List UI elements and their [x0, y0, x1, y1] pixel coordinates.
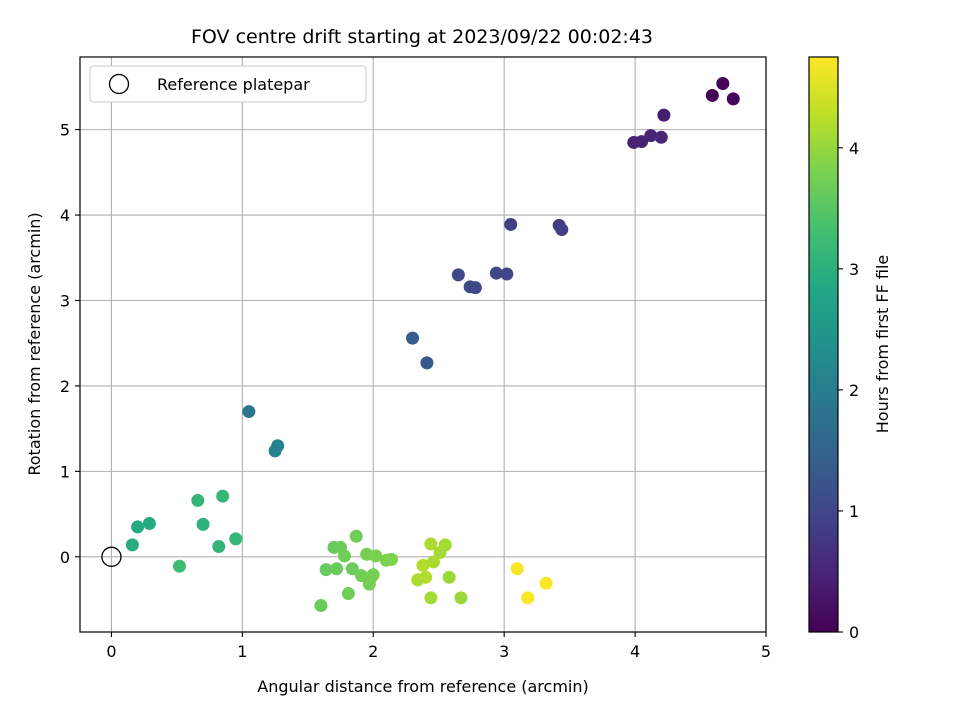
data-point	[420, 356, 434, 370]
data-point	[242, 405, 256, 419]
y-tick-label: 3	[60, 291, 70, 310]
colorbar-ticks: 0 1 2 3 4	[838, 139, 859, 642]
y-tick-label: 0	[60, 548, 70, 567]
y-tick-label: 4	[60, 206, 70, 225]
data-point	[454, 591, 468, 605]
data-point	[369, 549, 383, 563]
data-point	[468, 281, 482, 295]
data-point	[424, 591, 438, 605]
data-point	[337, 549, 351, 563]
x-tick-label: 0	[106, 642, 116, 661]
data-point	[142, 516, 156, 530]
data-point	[644, 129, 658, 143]
data-point	[212, 540, 226, 554]
colorbar-label: Hours from first FF file	[873, 255, 892, 434]
x-tick-label: 5	[761, 642, 771, 661]
chart-title: FOV centre drift starting at 2023/09/22 …	[191, 26, 653, 48]
data-point	[385, 552, 399, 566]
x-tick-label: 2	[368, 642, 378, 661]
data-point	[345, 562, 359, 576]
data-point	[424, 537, 438, 551]
data-point	[504, 217, 518, 231]
y-tick-label: 1	[60, 462, 70, 481]
data-point	[657, 108, 671, 122]
data-point	[349, 529, 363, 543]
data-point	[442, 570, 456, 584]
data-point	[521, 591, 535, 605]
legend-reference-marker	[108, 73, 130, 95]
x-axis-ticks: 0 1 2 3 4 5	[106, 632, 771, 661]
data-point	[216, 489, 230, 503]
data-point	[716, 76, 730, 90]
data-point	[635, 135, 649, 149]
data-point	[172, 559, 186, 573]
y-tick-label: 2	[60, 377, 70, 396]
data-point	[271, 439, 285, 453]
data-point	[705, 88, 719, 102]
colorbar-tick-label: 0	[849, 623, 859, 642]
colorbar-tick-label: 1	[849, 502, 859, 521]
reference-marker-group	[101, 546, 122, 567]
data-point	[654, 130, 668, 144]
data-point	[539, 576, 553, 590]
legend: Reference platepar	[89, 65, 367, 103]
y-axis-ticks: 0 1 2 3 4 5	[60, 121, 80, 567]
colorbar-tick-label: 4	[849, 139, 859, 158]
data-point	[191, 493, 205, 507]
data-point	[726, 92, 740, 106]
colorbar: 0 1 2 3 4 Hours from first FF file	[808, 56, 892, 642]
data-point	[196, 517, 210, 531]
data-point	[438, 538, 452, 552]
data-point	[451, 268, 465, 282]
data-point	[416, 558, 430, 572]
data-point	[489, 266, 503, 280]
y-axis-label: Rotation from reference (arcmin)	[25, 212, 44, 475]
data-point	[314, 599, 328, 613]
data-point	[406, 331, 420, 345]
data-point	[510, 562, 524, 576]
data-point	[125, 538, 139, 552]
colorbar-gradient	[808, 56, 839, 633]
data-point	[319, 563, 333, 577]
plot-frame	[79, 56, 767, 633]
y-tick-label: 5	[60, 121, 70, 140]
colorbar-tick-label: 3	[849, 260, 859, 279]
x-tick-label: 1	[237, 642, 247, 661]
data-point	[419, 570, 433, 584]
legend-label-reference: Reference platepar	[157, 75, 310, 94]
colorbar-tick-label: 2	[849, 381, 859, 400]
data-point	[555, 223, 569, 237]
data-point	[131, 520, 145, 534]
x-axis-label: Angular distance from reference (arcmin)	[257, 677, 588, 696]
data-point	[229, 532, 243, 546]
x-tick-label: 3	[499, 642, 509, 661]
legend-box	[89, 65, 367, 103]
data-point	[330, 562, 344, 576]
data-point	[426, 555, 440, 569]
data-point	[500, 267, 514, 281]
reference-platepar-marker	[101, 546, 122, 567]
data-point	[366, 568, 380, 582]
data-point	[341, 587, 355, 601]
data-points	[125, 76, 740, 613]
x-tick-label: 4	[630, 642, 640, 661]
